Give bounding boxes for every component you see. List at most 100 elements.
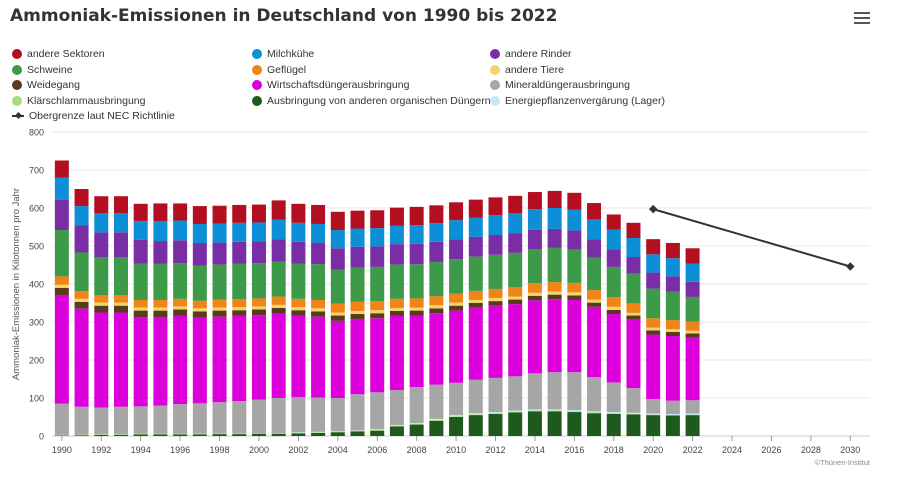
- bar-segment-1997: [192, 223, 207, 243]
- bar-segment-2000: [251, 222, 266, 242]
- legend-item[interactable]: Geflügel: [252, 64, 306, 76]
- legend-item[interactable]: Schweine: [12, 64, 73, 76]
- bar-segment-2022: [685, 281, 700, 297]
- bar-segment-2002: [291, 433, 306, 436]
- bar-segment-2016: [567, 411, 582, 413]
- bar-segment-2001: [271, 313, 286, 398]
- bar-segment-1991: [74, 435, 89, 436]
- bar-segment-2018: [606, 306, 621, 310]
- legend-color-dot-icon: [490, 64, 500, 75]
- legend-item[interactable]: andere Sektoren: [12, 48, 105, 60]
- bar-segment-2010: [449, 382, 464, 416]
- bar-segment-2005: [350, 431, 365, 436]
- bar-segment-2000: [251, 315, 266, 400]
- y-tick-label: 500: [29, 242, 44, 252]
- bar-segment-2003: [311, 204, 326, 224]
- bar-segment-2012: [488, 298, 503, 302]
- bar-segment-2005: [350, 246, 365, 268]
- legend-label: Klärschlammausbringung: [27, 94, 146, 107]
- legend-color-dot-icon: [12, 49, 22, 59]
- bar-segment-2016: [567, 192, 582, 210]
- legend-item[interactable]: Wirtschaftsdüngerausbringung: [252, 79, 409, 91]
- bar-segment-2016: [567, 372, 582, 411]
- bar-segment-1991: [74, 189, 89, 207]
- bar-segment-2022: [685, 413, 700, 415]
- bar-segment-1996: [173, 306, 188, 310]
- bar-segment-2016: [567, 410, 582, 412]
- legend-item[interactable]: andere Tiere: [490, 64, 564, 76]
- bar-segment-2016: [567, 299, 582, 373]
- legend-color-dot-icon: [252, 64, 262, 75]
- legend-label: Energiepflanzenvergärung (Lager): [505, 94, 665, 107]
- legend-item[interactable]: Klärschlammausbringung: [12, 95, 145, 107]
- legend-label: andere Rinder: [505, 48, 572, 60]
- legend-item[interactable]: andere Rinder: [490, 48, 572, 60]
- legend-label: andere Sektoren: [27, 48, 105, 60]
- bar-segment-2015: [547, 282, 562, 292]
- bar-segment-2022: [685, 333, 700, 338]
- bar-segment-2001: [271, 433, 286, 436]
- bar-segment-2001: [271, 304, 286, 308]
- bar-segment-1998: [212, 433, 227, 435]
- bar-segment-2011: [468, 303, 483, 308]
- bar-segment-2019: [626, 414, 641, 436]
- bar-segment-1998: [212, 299, 227, 308]
- bar-segment-1990: [54, 177, 69, 200]
- bar-segment-2012: [488, 288, 503, 299]
- bar-segment-2000: [251, 309, 266, 316]
- bar-segment-1999: [232, 310, 247, 316]
- bar-segment-2011: [468, 413, 483, 415]
- bar-segment-2010: [449, 416, 464, 417]
- legend-item[interactable]: Milchkühe: [252, 48, 314, 60]
- bar-segment-2007: [389, 424, 404, 426]
- bar-segment-2006: [370, 246, 385, 267]
- hamburger-menu-icon[interactable]: [854, 10, 870, 26]
- legend-color-dot-icon: [490, 49, 500, 59]
- bar-segment-2014: [527, 249, 542, 284]
- legend-item[interactable]: Obergrenze laut NEC Richtlinie: [12, 110, 175, 122]
- bar-segment-1996: [173, 433, 188, 435]
- bar-segment-1991: [74, 434, 89, 436]
- bar-segment-2010: [449, 302, 464, 306]
- bar-segment-2010: [449, 220, 464, 240]
- bar-segment-2003: [311, 316, 326, 398]
- legend-item[interactable]: Mineraldüngerausbringung: [490, 79, 630, 91]
- bar-segment-1998: [212, 242, 227, 265]
- bar-segment-2013: [508, 213, 523, 234]
- legend-item[interactable]: Ausbringung von anderen organischen Düng…: [252, 95, 491, 107]
- bar-segment-2019: [626, 388, 641, 413]
- bar-segment-2004: [330, 398, 345, 432]
- bar-segment-1999: [232, 299, 247, 308]
- bar-segment-2014: [527, 192, 542, 210]
- bar-segment-1990: [54, 403, 69, 435]
- legend-color-dot-icon: [490, 80, 500, 90]
- bar-segment-2022: [685, 296, 700, 322]
- bar-segment-2004: [330, 269, 345, 304]
- legend-color-dot-icon: [12, 80, 22, 90]
- bar-segment-1990: [54, 230, 69, 277]
- bar-segment-2000: [251, 433, 266, 436]
- bar-segment-1996: [173, 203, 188, 221]
- bar-segment-2019: [626, 319, 641, 389]
- bar-segment-2018: [606, 249, 621, 267]
- legend-item[interactable]: Energiepflanzenvergärung (Lager): [490, 95, 665, 107]
- bar-segment-2007: [389, 307, 404, 311]
- x-tick-label: 2008: [407, 445, 427, 455]
- bar-segment-1998: [212, 434, 227, 436]
- bar-segment-1998: [212, 316, 227, 403]
- bar-segment-2014: [527, 373, 542, 410]
- bar-segment-2012: [488, 254, 503, 289]
- bar-segment-2004: [330, 230, 345, 249]
- bar-segment-2010: [449, 239, 464, 260]
- bar-segment-2003: [311, 432, 326, 433]
- bar-segment-2007: [389, 426, 404, 436]
- bar-segment-2002: [291, 397, 306, 433]
- bar-segment-1997: [192, 242, 207, 266]
- bar-segment-2015: [547, 411, 562, 436]
- bar-segment-2001: [271, 307, 286, 314]
- legend-item[interactable]: Weidegang: [12, 79, 80, 91]
- menu-line: [854, 22, 870, 24]
- bar-segment-2006: [370, 210, 385, 229]
- y-tick-label: 100: [29, 394, 44, 404]
- bar-segment-2014: [527, 411, 542, 436]
